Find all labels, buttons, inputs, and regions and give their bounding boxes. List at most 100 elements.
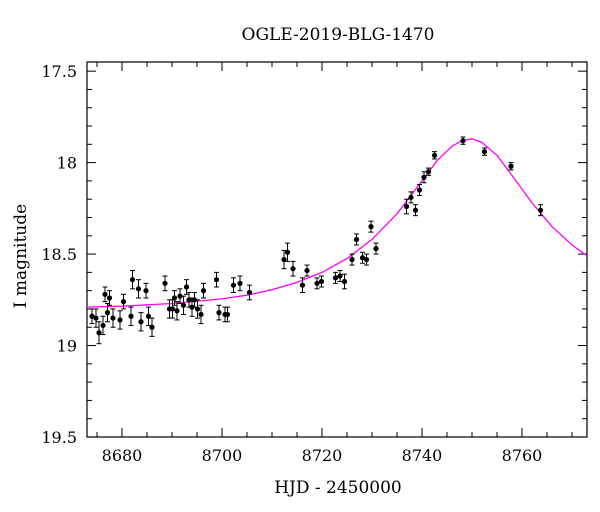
point-marker [281,256,287,263]
model-curve [86,138,588,308]
data-point [403,198,410,215]
point-marker [100,322,106,329]
data-point [145,306,152,326]
data-point [368,220,374,233]
x-axis-label: HJD - 2450000 [274,478,402,498]
plot-frame [86,61,588,438]
point-marker [120,299,127,305]
point-marker [169,306,176,312]
y-tick-label: 18.5 [41,245,77,264]
data-point [537,204,544,217]
point-marker [237,280,243,286]
point-marker [349,256,355,263]
x-tick-label: 8740 [402,446,443,465]
point-marker [403,203,410,210]
data-point [194,299,201,319]
data-point [149,317,155,337]
y-tick-label: 19 [57,337,77,356]
point-marker [145,313,152,319]
model-curve-layer [86,138,588,308]
point-marker [198,311,204,318]
data-point [421,171,427,184]
point-marker [128,313,134,319]
point-marker [537,207,544,213]
point-marker [162,280,168,286]
data-point [104,302,111,323]
data-point [359,251,366,264]
data-point [281,249,287,270]
y-axis-label: I magnitude [11,204,31,308]
data-point [460,136,466,145]
data-point [332,271,339,284]
data-point [180,295,187,315]
data-point [349,253,355,266]
data-point [138,312,144,332]
data-point [120,293,127,310]
axes [86,61,588,438]
data-point [89,308,95,325]
data-point [110,308,116,328]
data-point [169,299,176,319]
data-point [353,233,360,246]
data-point [363,253,370,266]
data-point [284,242,291,262]
point-marker [284,249,291,255]
data-points-layer [89,136,544,345]
point-marker [135,286,142,292]
data-point [183,279,190,295]
point-marker [138,319,144,325]
data-point [304,264,310,277]
point-marker [337,273,343,279]
x-tick-label: 8680 [102,446,143,465]
point-marker [180,302,187,308]
point-marker [186,297,192,303]
data-point [341,273,348,290]
data-point [102,286,108,303]
point-marker [96,330,102,336]
x-tick-labels: 8680 8700 8720 8740 8760 [102,446,543,465]
point-marker [104,310,111,316]
x-tick-label: 8700 [202,446,243,465]
data-point [100,315,106,336]
data-point [213,271,220,288]
data-point [408,191,414,204]
point-marker [481,149,488,155]
point-marker [177,293,183,299]
data-point [224,306,231,323]
point-marker [408,194,414,200]
point-marker [174,308,180,314]
point-marker [304,267,310,274]
data-point [314,277,320,290]
point-marker [421,174,427,180]
data-point [186,291,192,308]
point-marker [416,187,423,193]
y-tick-label: 18 [57,154,77,173]
point-marker [191,297,198,303]
data-point [425,167,432,176]
data-point [117,310,123,330]
data-point [412,204,419,217]
data-point [174,301,180,321]
point-marker [299,282,306,288]
point-marker [106,295,113,301]
point-marker [412,207,419,213]
point-marker [213,277,220,283]
point-marker [110,315,116,321]
point-marker [171,295,178,301]
point-marker [353,236,360,243]
point-marker [332,275,339,281]
data-point [200,282,207,299]
x-tick-label: 8720 [302,446,343,465]
data-point [373,242,379,255]
data-point [318,275,325,288]
point-marker [149,324,155,330]
point-marker [200,288,207,294]
point-marker [89,313,95,319]
data-point [93,308,99,328]
point-marker [183,284,190,290]
point-marker [246,289,253,296]
data-point [508,162,514,171]
y-tick-label: 17.5 [41,62,77,81]
point-marker [224,311,231,318]
